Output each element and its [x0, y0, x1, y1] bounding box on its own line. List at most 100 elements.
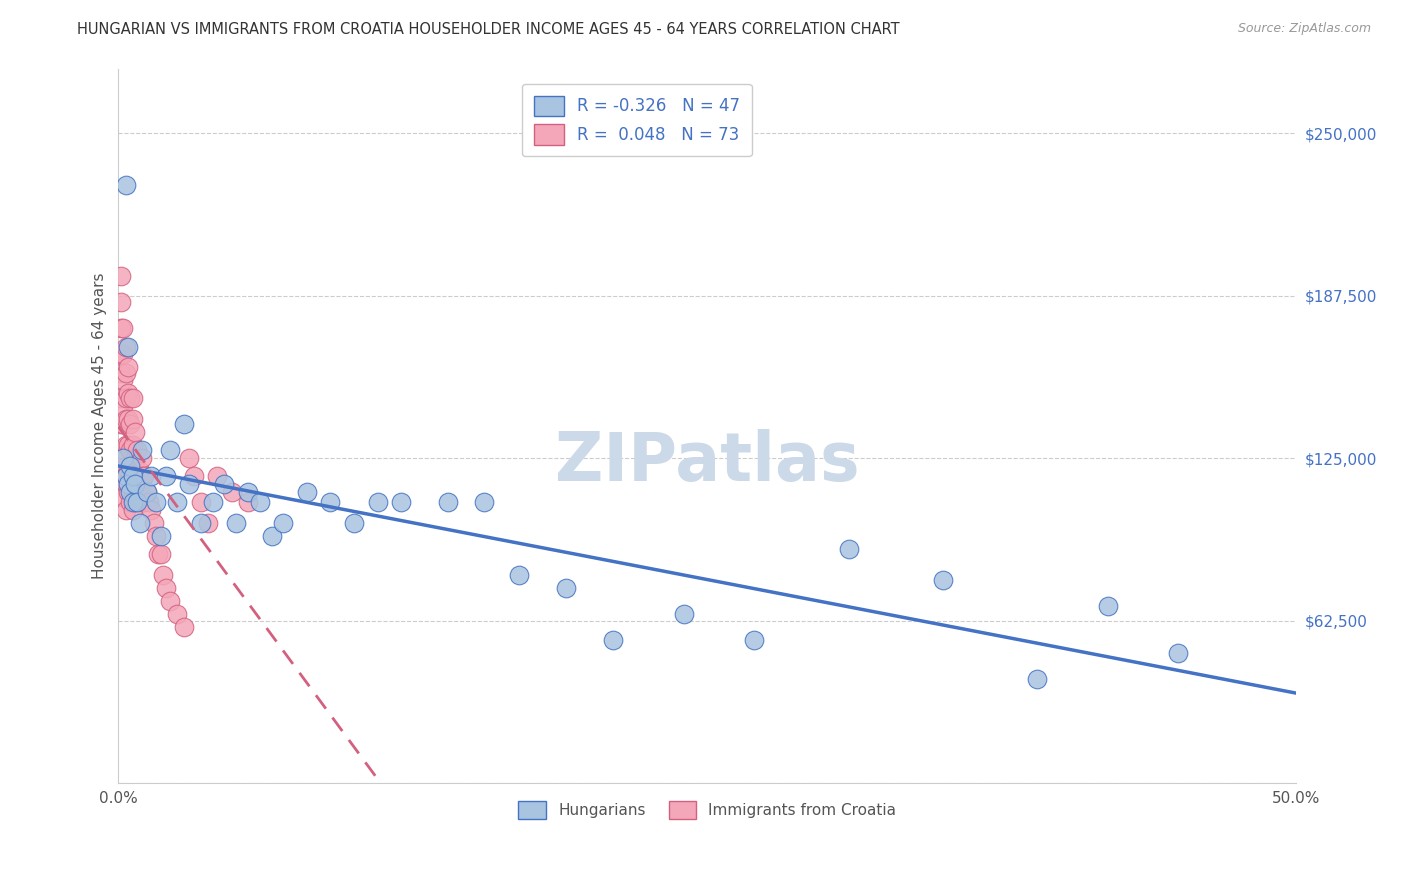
- Point: [127, 495, 149, 509]
- Point: [190, 516, 212, 531]
- Point: [110, 321, 132, 335]
- Point: [159, 443, 181, 458]
- Point: [114, 412, 136, 426]
- Point: [114, 458, 136, 473]
- Text: HUNGARIAN VS IMMIGRANTS FROM CROATIA HOUSEHOLDER INCOME AGES 45 - 64 YEARS CORRE: HUNGARIAN VS IMMIGRANTS FROM CROATIA HOU…: [77, 22, 900, 37]
- Point: [120, 458, 142, 473]
- Point: [135, 485, 157, 500]
- Point: [112, 373, 135, 387]
- Point: [114, 469, 136, 483]
- Point: [117, 339, 139, 353]
- Point: [148, 548, 170, 562]
- Point: [138, 495, 160, 509]
- Point: [124, 477, 146, 491]
- Point: [145, 495, 167, 509]
- Legend: Hungarians, Immigrants from Croatia: Hungarians, Immigrants from Croatia: [512, 795, 903, 825]
- Point: [128, 485, 150, 500]
- Point: [120, 417, 142, 432]
- Point: [155, 581, 177, 595]
- Point: [214, 477, 236, 491]
- Point: [114, 477, 136, 491]
- Point: [114, 503, 136, 517]
- Point: [201, 495, 224, 509]
- Point: [555, 581, 578, 595]
- Point: [131, 443, 153, 458]
- Point: [127, 443, 149, 458]
- Point: [173, 417, 195, 432]
- Text: Source: ZipAtlas.com: Source: ZipAtlas.com: [1237, 22, 1371, 36]
- Point: [155, 469, 177, 483]
- Point: [114, 438, 136, 452]
- Point: [221, 485, 243, 500]
- Point: [110, 295, 132, 310]
- Point: [124, 469, 146, 483]
- Point: [367, 495, 389, 509]
- Point: [117, 360, 139, 375]
- Point: [472, 495, 495, 509]
- Point: [124, 425, 146, 440]
- Point: [121, 495, 143, 509]
- Point: [110, 366, 132, 380]
- Point: [838, 542, 860, 557]
- Point: [1167, 646, 1189, 660]
- Point: [112, 347, 135, 361]
- Text: ZIPatlas: ZIPatlas: [555, 428, 859, 494]
- Y-axis label: Householder Income Ages 45 - 64 years: Householder Income Ages 45 - 64 years: [93, 273, 107, 579]
- Point: [602, 633, 624, 648]
- Point: [141, 469, 163, 483]
- Point: [128, 464, 150, 478]
- Point: [117, 386, 139, 401]
- Point: [183, 469, 205, 483]
- Point: [508, 568, 530, 582]
- Point: [124, 495, 146, 509]
- Point: [114, 392, 136, 406]
- Point: [295, 485, 318, 500]
- Point: [1026, 672, 1049, 686]
- Point: [225, 516, 247, 531]
- Point: [145, 529, 167, 543]
- Point: [121, 458, 143, 473]
- Point: [190, 495, 212, 509]
- Point: [117, 412, 139, 426]
- Point: [127, 490, 149, 504]
- Point: [319, 495, 342, 509]
- Point: [120, 469, 142, 483]
- Point: [121, 392, 143, 406]
- Point: [121, 412, 143, 426]
- Point: [1097, 599, 1119, 614]
- Point: [173, 620, 195, 634]
- Point: [149, 529, 172, 543]
- Point: [121, 438, 143, 452]
- Point: [131, 495, 153, 509]
- Point: [121, 485, 143, 500]
- Point: [343, 516, 366, 531]
- Point: [134, 469, 156, 483]
- Point: [121, 503, 143, 517]
- Point: [117, 438, 139, 452]
- Point: [112, 321, 135, 335]
- Point: [114, 339, 136, 353]
- Point: [112, 399, 135, 413]
- Point: [110, 417, 132, 432]
- Point: [127, 464, 149, 478]
- Point: [120, 495, 142, 509]
- Point: [142, 516, 165, 531]
- Point: [112, 490, 135, 504]
- Point: [149, 548, 172, 562]
- Point: [159, 594, 181, 608]
- Point: [236, 485, 259, 500]
- Point: [166, 607, 188, 622]
- Point: [141, 503, 163, 517]
- Point: [117, 464, 139, 478]
- Point: [135, 485, 157, 500]
- Point: [249, 495, 271, 509]
- Point: [120, 443, 142, 458]
- Point: [207, 469, 229, 483]
- Point: [744, 633, 766, 648]
- Point: [120, 485, 142, 500]
- Point: [134, 495, 156, 509]
- Point: [114, 366, 136, 380]
- Point: [437, 495, 460, 509]
- Point: [179, 451, 201, 466]
- Point: [121, 469, 143, 483]
